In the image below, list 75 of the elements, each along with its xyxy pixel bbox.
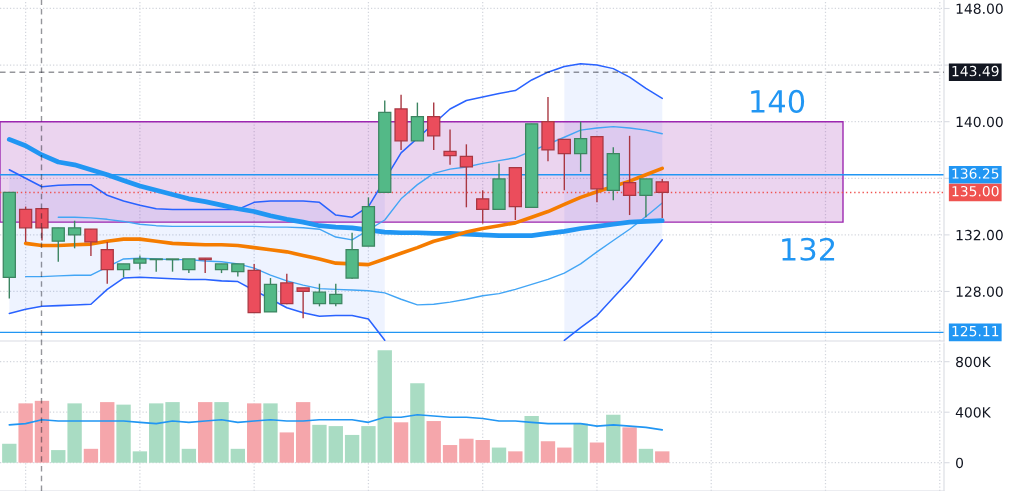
annotation: 140 xyxy=(751,89,805,113)
y-tick-label: 0 xyxy=(956,457,964,469)
bar xyxy=(638,448,654,463)
bar xyxy=(83,448,99,463)
candlestick xyxy=(35,208,49,242)
bar xyxy=(410,383,425,463)
candlestick xyxy=(639,178,653,218)
bar xyxy=(18,403,33,463)
text: 132 xyxy=(782,237,835,261)
bar xyxy=(491,447,507,463)
bar xyxy=(344,434,360,463)
bar xyxy=(132,451,148,463)
bar xyxy=(34,400,50,463)
bar xyxy=(573,423,588,463)
candlestick xyxy=(280,273,294,305)
y-tick-label: 148.00 xyxy=(956,3,1003,14)
bar xyxy=(67,403,82,463)
y-tick-label: 400K xyxy=(955,407,992,418)
bar xyxy=(393,422,409,463)
ref-line-label: 136.25 xyxy=(952,168,999,179)
bar xyxy=(181,448,197,463)
bar xyxy=(246,403,262,463)
bar xyxy=(328,426,343,463)
bar xyxy=(230,448,246,463)
candlestick xyxy=(329,283,343,308)
candlestick xyxy=(51,227,65,263)
bar xyxy=(622,427,637,463)
candlestick xyxy=(296,287,310,320)
candlestick xyxy=(427,101,441,151)
bar xyxy=(540,441,556,463)
bar xyxy=(263,403,278,463)
bar xyxy=(459,438,474,463)
bar xyxy=(377,350,392,463)
bar xyxy=(475,439,490,463)
bar xyxy=(149,403,164,463)
bar xyxy=(116,404,131,463)
line-series xyxy=(24,202,663,306)
bar xyxy=(279,432,294,463)
bar xyxy=(165,402,180,463)
y-tick-label: 800K xyxy=(956,356,992,368)
bar xyxy=(655,451,670,463)
ref-line-label: 135.00 xyxy=(952,185,999,197)
y-tick-label: 140.00 xyxy=(956,116,1003,128)
bar xyxy=(426,421,441,463)
bar xyxy=(442,445,458,463)
candlestick xyxy=(443,128,457,166)
bar xyxy=(589,442,605,463)
bar xyxy=(524,415,539,463)
ref-line-label: 125.11 xyxy=(952,325,999,337)
bar xyxy=(214,402,229,463)
candlestick xyxy=(557,138,571,192)
bar xyxy=(51,450,66,463)
candlestick xyxy=(100,241,114,285)
bar xyxy=(312,424,327,463)
y-tick-label: 132.00 xyxy=(956,229,1003,241)
line-series xyxy=(8,62,664,218)
bar xyxy=(508,451,523,463)
candlestick xyxy=(573,120,588,173)
candlestick xyxy=(312,283,327,308)
bar xyxy=(198,402,213,463)
candlestick xyxy=(67,220,82,250)
candlestick xyxy=(133,254,147,271)
bar xyxy=(361,426,376,463)
bar xyxy=(100,402,115,463)
bar xyxy=(2,443,17,463)
line-series xyxy=(8,413,664,431)
line-series xyxy=(57,125,663,241)
candlestick xyxy=(18,205,33,243)
ref-line-label: 143.49 xyxy=(952,65,999,77)
bar xyxy=(295,402,311,463)
line-series xyxy=(23,166,665,267)
candlestick xyxy=(84,228,98,257)
bar xyxy=(606,414,621,463)
bar xyxy=(557,447,572,463)
y-tick-label: 128.00 xyxy=(956,286,1003,297)
